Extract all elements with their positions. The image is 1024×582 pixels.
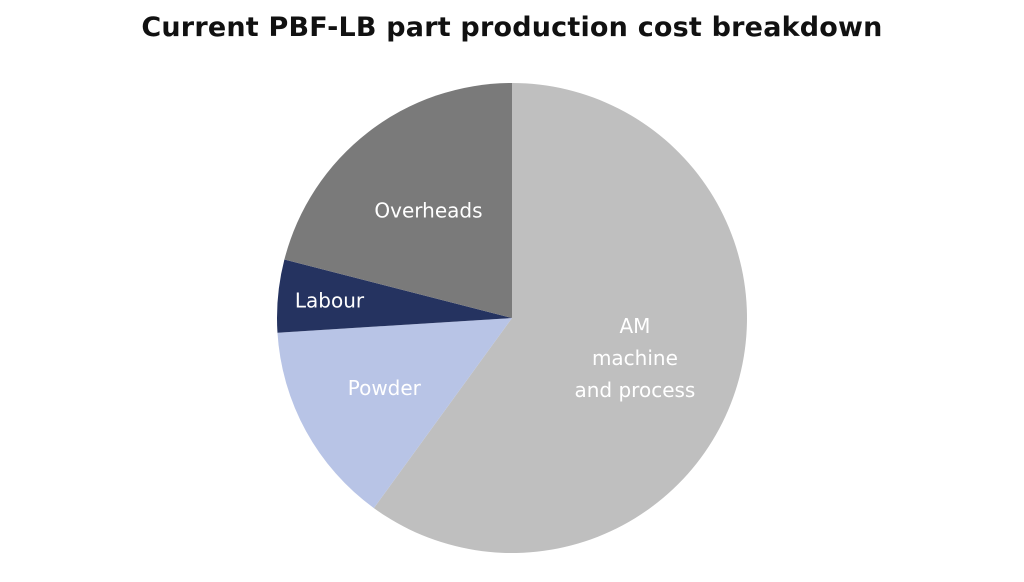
pie-slice-labour [277,259,512,333]
slice-label-powder: Powder [348,376,422,400]
pie-slice-am-machine-and-process [373,83,747,554]
slice-label-overheads: Overheads [374,198,482,222]
chart-title: Current PBF-LB part production cost brea… [141,12,883,43]
slice-label-am-machine-and-process: AM machine and process [575,314,696,402]
pie-slice-powder [277,318,512,509]
pie-slice-overheads [284,83,512,318]
slice-label-labour: Labour [295,289,365,313]
